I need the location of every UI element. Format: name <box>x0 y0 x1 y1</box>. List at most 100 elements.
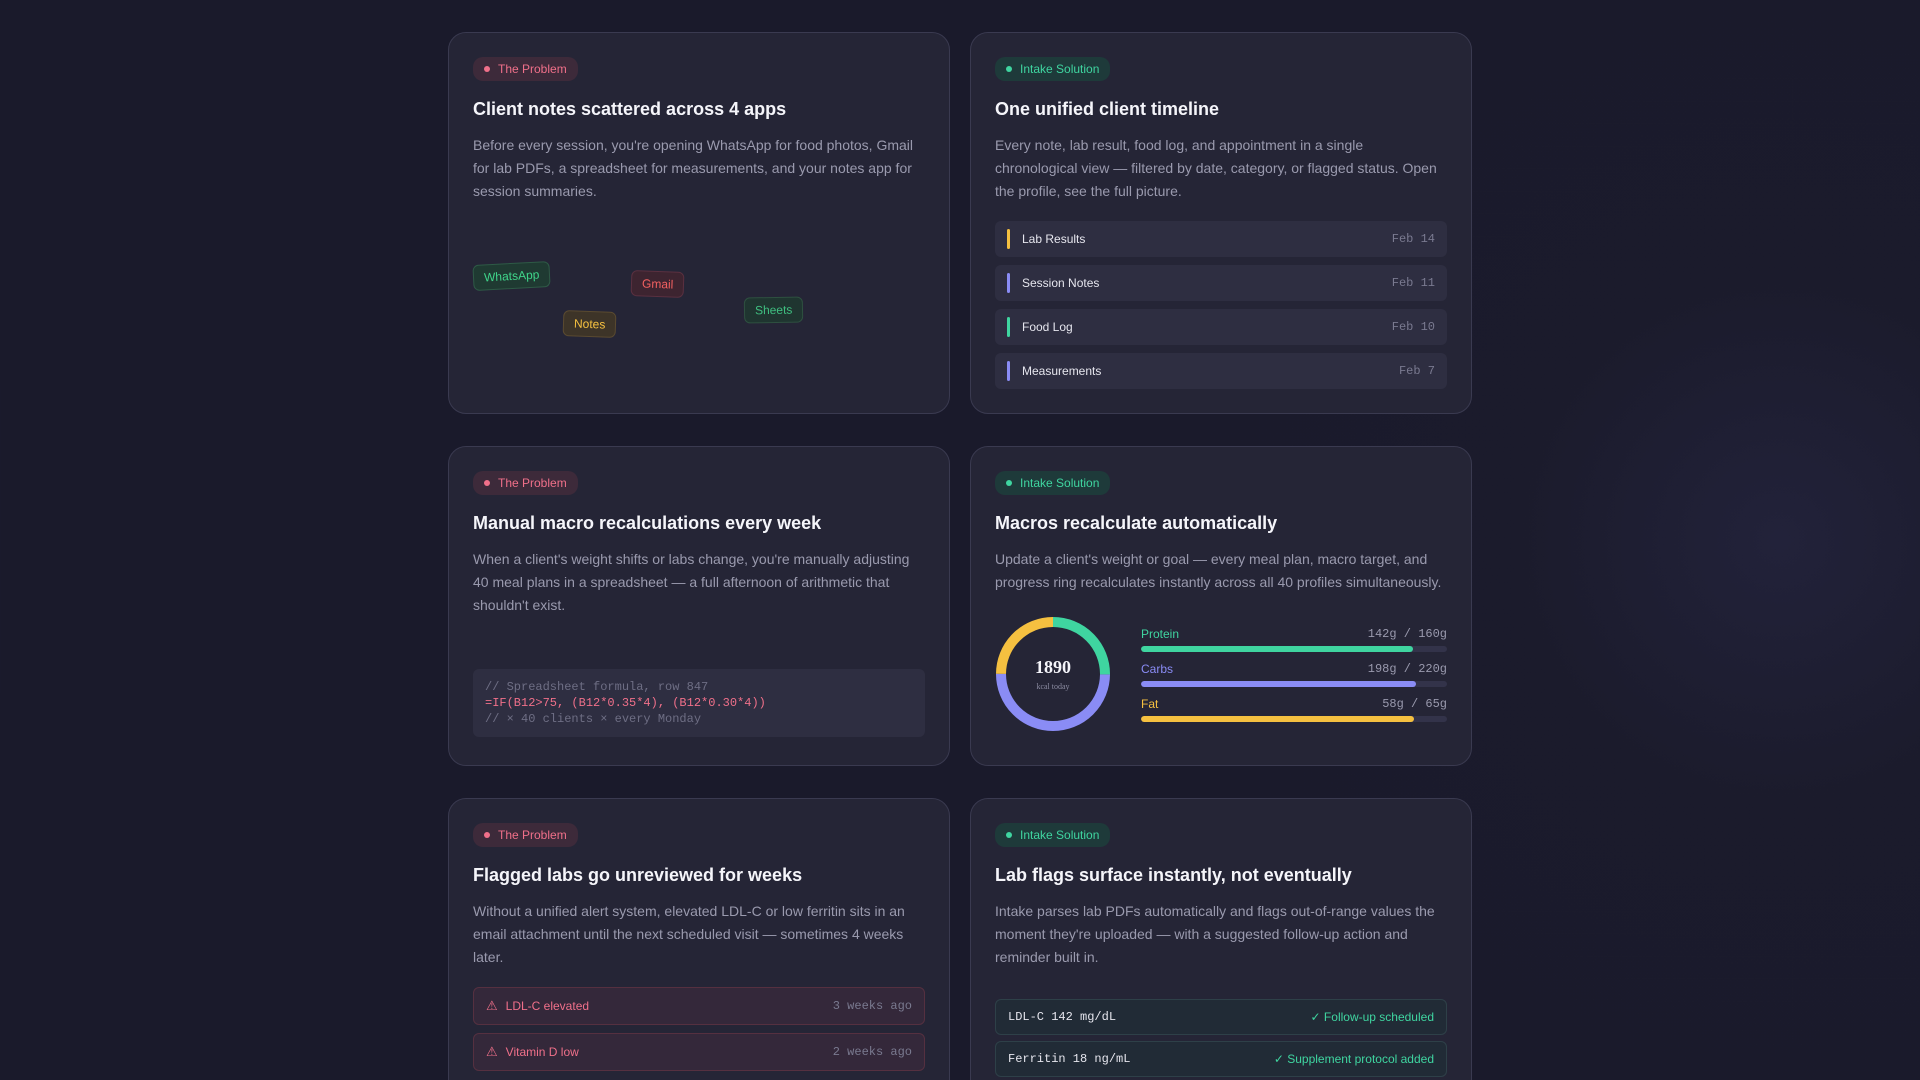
warning-icon: ⚠ <box>486 998 498 1013</box>
flag-item-ldl[interactable]: ⚠ LDL-C elevated 3 weeks ago <box>473 987 925 1025</box>
timeline-item-label: Session Notes <box>1022 276 1100 290</box>
badge-dot-icon <box>484 66 490 72</box>
card-description: When a client's weight shifts or labs ch… <box>473 551 910 613</box>
flag-time: 3 weeks ago <box>832 999 912 1013</box>
macro-value: 198g / 220g <box>1367 661 1447 676</box>
timeline-item-date: Feb 11 <box>1391 276 1435 290</box>
flag-item-vitamin-d[interactable]: ⚠ Vitamin D low 2 weeks ago <box>473 1033 925 1071</box>
macro-track <box>1141 645 1447 652</box>
problem-badge: The Problem <box>473 57 578 81</box>
macro-bars: Protein 142g / 160g Carbs 198g / 220g Fa… <box>1141 627 1447 722</box>
code-comment: // Spreadsheet formula, row 847 <box>485 680 709 694</box>
card-title: Lab flags surface instantly, not eventua… <box>995 865 1352 885</box>
badge-label: Intake Solution <box>1020 62 1100 76</box>
problem-card-scattered-notes: The Problem Client notes scattered acros… <box>448 32 950 414</box>
macro-name: Fat <box>1141 696 1159 711</box>
macro-track <box>1141 680 1447 687</box>
macro-name: Carbs <box>1141 661 1174 676</box>
solution-card-timeline: Intake Solution One unified client timel… <box>970 32 1472 414</box>
code-comment: // × 40 clients × every Monday <box>485 712 702 726</box>
calorie-label: kcal today <box>1036 682 1070 691</box>
timeline-item-date: Feb 10 <box>1391 320 1435 334</box>
card-title: Client notes scattered across 4 apps <box>473 99 787 119</box>
lab-result-label: Ferritin 18 ng/mL <box>1008 1052 1131 1066</box>
solution-badge: Intake Solution <box>995 57 1111 81</box>
unreviewed-flags: ⚠ LDL-C elevated 3 weeks ago ⚠ Vitamin D… <box>473 987 925 1071</box>
timeline-item-date: Feb 7 <box>1398 364 1435 378</box>
calorie-progress-ring: 1890 kcal today <box>995 616 1111 732</box>
flag-label: Vitamin D low <box>505 1045 579 1059</box>
macro-fill <box>1141 715 1414 722</box>
timeline-item-label: Lab Results <box>1022 232 1086 246</box>
card-title: Flagged labs go unreviewed for weeks <box>473 865 803 885</box>
app-tag-gmail: Gmail <box>630 270 685 298</box>
card-title: Macros recalculate automatically <box>995 513 1278 533</box>
lab-result-ferritin[interactable]: Ferritin 18 ng/mL ✓ Supplement protocol … <box>995 1041 1447 1077</box>
code-formula: =IF(B12>75, (B12*0.35*4), (B12*0.30*4)) <box>485 696 766 710</box>
problem-card-flagged-labs: The Problem Flagged labs go unreviewed f… <box>448 798 950 1080</box>
warning-icon: ⚠ <box>486 1044 498 1059</box>
solution-badge: Intake Solution <box>995 471 1111 495</box>
lab-result-ldl[interactable]: LDL-C 142 mg/dL ✓ Follow-up scheduled <box>995 999 1447 1035</box>
badge-label: Intake Solution <box>1020 828 1100 842</box>
card-title: One unified client timeline <box>995 99 1220 119</box>
flag-label: LDL-C elevated <box>505 999 590 1013</box>
client-timeline: Lab Results Feb 14 Session Notes Feb 11 … <box>995 221 1447 389</box>
macro-row-carbs: Carbs 198g / 220g <box>1141 662 1447 687</box>
lab-results-flags: LDL-C 142 mg/dL ✓ Follow-up scheduled Fe… <box>995 999 1447 1077</box>
calorie-value: 1890 <box>1035 657 1071 677</box>
card-description: Before every session, you're opening Wha… <box>473 137 914 199</box>
badge-dot-icon <box>484 480 490 486</box>
badge-label: Intake Solution <box>1020 476 1100 490</box>
timeline-item-session-notes[interactable]: Session Notes Feb 11 <box>995 265 1447 301</box>
macro-value: 58g / 65g <box>1382 696 1447 711</box>
timeline-item-lab-results[interactable]: Lab Results Feb 14 <box>995 221 1447 257</box>
category-marker-icon <box>1007 229 1010 249</box>
card-title: Manual macro recalculations every week <box>473 513 822 533</box>
card-description: Without a unified alert system, elevated… <box>473 903 905 965</box>
timeline-item-food-log[interactable]: Food Log Feb 10 <box>995 309 1447 345</box>
card-description: Every note, lab result, food log, and ap… <box>995 137 1437 199</box>
lab-result-action: ✓ Supplement protocol added <box>1273 1052 1434 1066</box>
badge-label: The Problem <box>498 828 567 842</box>
macro-fill <box>1141 680 1417 687</box>
lab-result-label: LDL-C 142 mg/dL <box>1008 1010 1117 1024</box>
solution-badge: Intake Solution <box>995 823 1111 847</box>
problem-badge: The Problem <box>473 823 578 847</box>
lab-result-action: ✓ Follow-up scheduled <box>1310 1010 1434 1024</box>
badge-label: The Problem <box>498 476 567 490</box>
timeline-item-label: Measurements <box>1022 364 1102 378</box>
problem-card-macro-recalc: The Problem Manual macro recalculations … <box>448 446 950 766</box>
solution-card-macros: Intake Solution Macros recalculate autom… <box>970 446 1472 766</box>
feature-grid: The Problem Client notes scattered acros… <box>448 32 1472 1080</box>
timeline-item-date: Feb 14 <box>1391 232 1435 246</box>
timeline-item-label: Food Log <box>1022 320 1073 334</box>
macro-row-fat: Fat 58g / 65g <box>1141 697 1447 722</box>
timeline-item-measurements[interactable]: Measurements Feb 7 <box>995 353 1447 389</box>
flag-time: 2 weeks ago <box>832 1045 912 1059</box>
solution-card-lab-flags: Intake Solution Lab flags surface instan… <box>970 798 1472 1080</box>
card-description: Intake parses lab PDFs automatically and… <box>995 903 1435 965</box>
category-marker-icon <box>1007 361 1010 381</box>
macro-name: Protein <box>1141 626 1180 641</box>
ring-center: 1890 kcal today <box>995 616 1111 732</box>
category-marker-icon <box>1007 317 1010 337</box>
badge-dot-icon <box>484 832 490 838</box>
badge-dot-icon <box>1006 66 1012 72</box>
category-marker-icon <box>1007 273 1010 293</box>
macro-value: 142g / 160g <box>1367 626 1447 641</box>
card-description: Update a client's weight or goal — every… <box>995 551 1442 590</box>
macro-track <box>1141 715 1447 722</box>
macro-fill <box>1141 645 1413 652</box>
scattered-apps: WhatsApp Gmail Notes Sheets <box>472 243 925 373</box>
progress-ring-icon <box>996 617 1110 731</box>
app-tag-whatsapp: WhatsApp <box>472 260 551 292</box>
badge-dot-icon <box>1006 832 1012 838</box>
macro-summary: 1890 kcal today Protein 142g / 160g Carb… <box>995 616 1447 732</box>
app-tag-notes: Notes <box>562 310 617 338</box>
badge-label: The Problem <box>498 62 567 76</box>
problem-badge: The Problem <box>473 471 578 495</box>
spreadsheet-formula-block: // Spreadsheet formula, row 847 =IF(B12>… <box>473 669 925 737</box>
app-tag-sheets: Sheets <box>743 296 804 324</box>
macro-row-protein: Protein 142g / 160g <box>1141 627 1447 652</box>
